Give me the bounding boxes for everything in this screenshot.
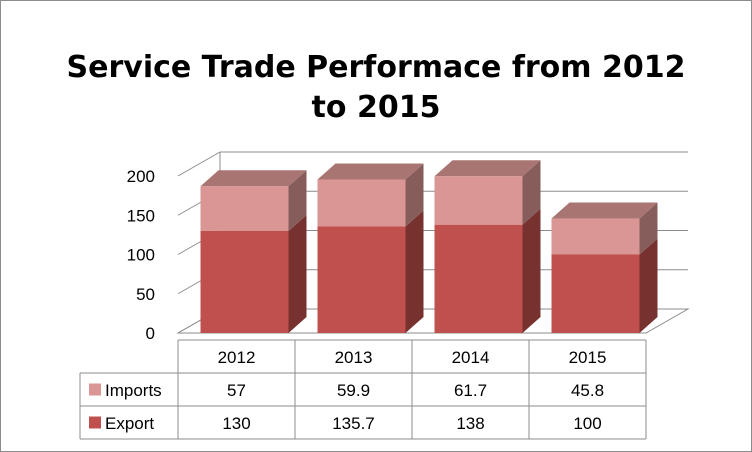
- chart-title-line-1: Service Trade Performace from 2012: [66, 50, 686, 85]
- y-tick-label-100: 100: [127, 246, 155, 265]
- data-label-export-2012: 130: [222, 414, 250, 433]
- bar-side-imports-2015: [639, 202, 658, 255]
- bar-side-export-2014: [522, 208, 541, 333]
- bar-imports-2014: [434, 176, 523, 225]
- bar-export-2014: [434, 224, 523, 333]
- x-tick-label-2013: 2013: [335, 348, 373, 367]
- bar-export-2015: [551, 254, 640, 333]
- data-table: 2012 2013 2014 2015 Imports 57 59.9 61.7 45.8 Exp…: [79, 339, 647, 440]
- legend-label-export: Export: [105, 414, 154, 433]
- bar-export-2013: [317, 226, 406, 333]
- data-label-imports-2014: 61.7: [454, 381, 487, 400]
- chart-bars: [200, 160, 658, 333]
- bar-imports-2013: [317, 179, 406, 227]
- legend-label-imports: Imports: [105, 381, 162, 400]
- x-tick-label-2012: 2012: [218, 348, 256, 367]
- bar-side-export-2015: [639, 238, 658, 333]
- bar-top-imports-2014: [434, 160, 541, 177]
- bar-top-imports-2012: [200, 170, 307, 187]
- bar-side-imports-2013: [405, 163, 424, 227]
- y-tick-label-150: 150: [127, 206, 155, 225]
- legend-swatch-imports: [89, 383, 101, 396]
- bar-export-2012: [200, 230, 289, 333]
- y-axis-ticks: 0 50 100 150 200: [127, 167, 155, 343]
- chart-title: Service Trade Performace from 2012 to 20…: [0, 48, 752, 128]
- data-label-export-2014: 138: [456, 414, 484, 433]
- bar-imports-2015: [551, 218, 640, 255]
- data-label-imports-2015: 45.8: [571, 381, 604, 400]
- data-label-export-2015: 100: [573, 414, 601, 433]
- chart-title-line-2: to 2015: [311, 90, 441, 125]
- x-tick-label-2015: 2015: [569, 348, 607, 367]
- bar-side-imports-2014: [522, 160, 541, 225]
- data-label-export-2013: 135.7: [332, 414, 375, 433]
- x-tick-label-2014: 2014: [452, 348, 490, 367]
- bar-side-export-2012: [288, 214, 307, 333]
- y-tick-label-200: 200: [127, 167, 155, 186]
- data-label-imports-2012: 57: [227, 381, 246, 400]
- bar-imports-2012: [200, 186, 289, 231]
- y-tick-label-50: 50: [136, 285, 155, 304]
- y-tick-label-0: 0: [146, 324, 155, 343]
- legend-swatch-export: [89, 416, 101, 429]
- side-gridline-200: [177, 151, 221, 177]
- bar-side-export-2013: [405, 210, 424, 333]
- data-label-imports-2013: 59.9: [337, 381, 370, 400]
- bar-top-imports-2015: [551, 202, 658, 219]
- bar-top-imports-2013: [317, 163, 424, 180]
- bar-side-imports-2012: [288, 170, 307, 231]
